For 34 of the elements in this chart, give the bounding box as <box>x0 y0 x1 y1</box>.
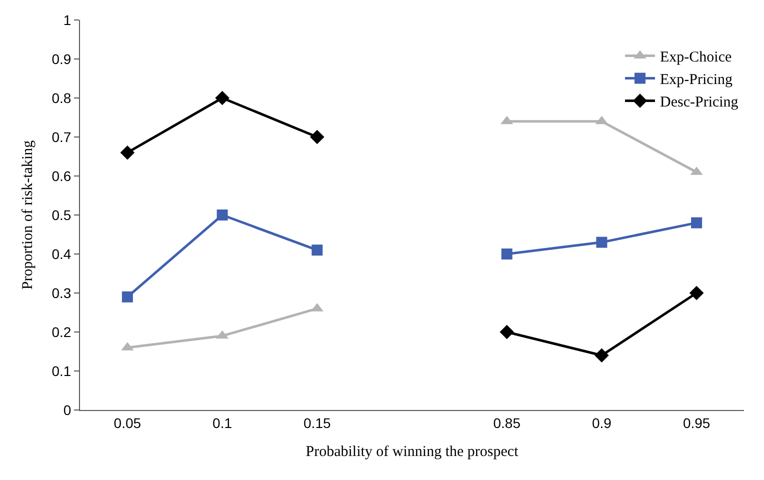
point <box>596 236 608 248</box>
y-tick-label: 0.9 <box>52 50 72 67</box>
x-tick-label: 0.95 <box>682 414 710 431</box>
point <box>500 324 514 340</box>
x-tick-label: 0.85 <box>493 414 521 431</box>
point <box>216 210 228 220</box>
y-axis-title: Proportion of risk-taking <box>20 140 36 290</box>
point <box>312 244 323 256</box>
legend-label: Desc-Pricing <box>660 94 739 111</box>
point <box>122 291 133 302</box>
x-tick-label: 0.05 <box>114 414 142 431</box>
y-tick-label: 0.4 <box>52 246 72 262</box>
y-tick-label: 1 <box>63 12 72 28</box>
y-tick-label: 0.7 <box>52 128 72 145</box>
point <box>691 217 702 228</box>
point <box>310 130 324 144</box>
y-tick-label: 0.8 <box>52 90 72 106</box>
y-tick-label: 0 <box>63 402 72 418</box>
legend-label: Exp-Pricing <box>660 72 733 88</box>
x-tick-label: 0.1 <box>212 414 232 431</box>
x-tick-label: 0.15 <box>304 414 331 431</box>
y-tick-label: 0.3 <box>52 284 72 301</box>
y-tick-label: 0.5 <box>52 206 72 223</box>
point <box>594 348 609 363</box>
point <box>689 286 704 300</box>
y-tick-label: 0.2 <box>52 324 72 340</box>
point <box>120 145 135 160</box>
point <box>215 90 230 106</box>
point <box>501 248 512 260</box>
y-tick-label: 0.6 <box>52 168 72 184</box>
legend-label: Exp-Choice <box>660 50 732 66</box>
x-tick-label: 0.9 <box>592 414 612 431</box>
y-tick-label: 0.1 <box>52 362 72 379</box>
x-axis-title: Probability of winning the prospect <box>306 444 520 460</box>
